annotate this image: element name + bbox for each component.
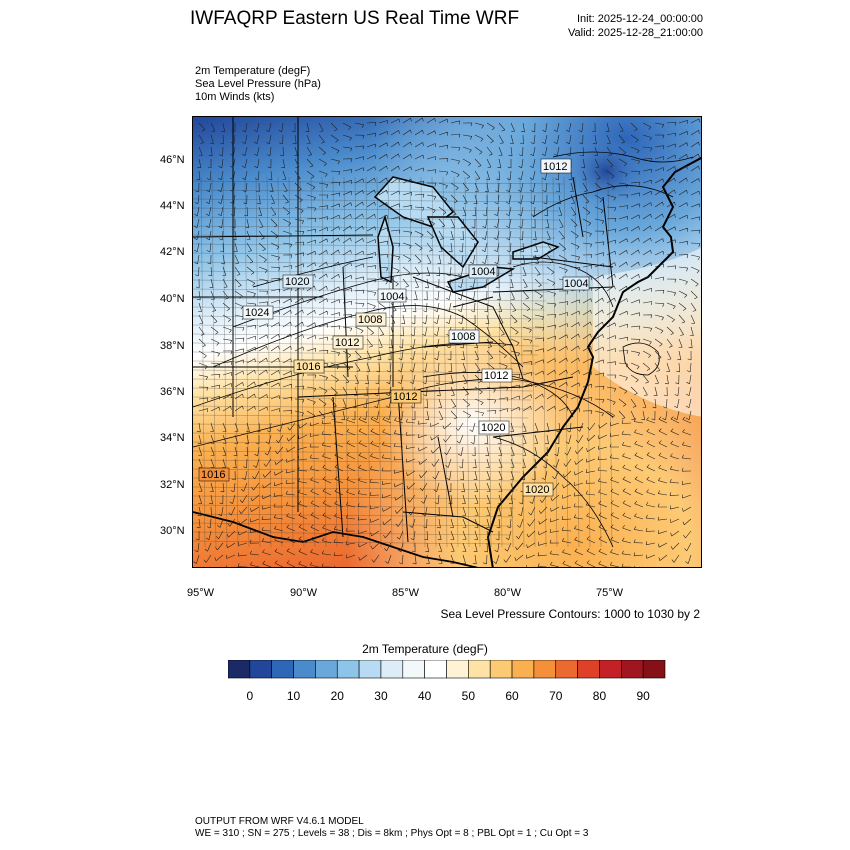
- colorbar-swatch: [555, 660, 578, 679]
- map-title: IWFAQRP Eastern US Real Time WRF: [190, 8, 520, 29]
- wind-barb-set: [193, 117, 701, 567]
- colorbar-swatch: [228, 660, 251, 679]
- sea-level-pressure-contours: [193, 151, 694, 548]
- field-label-temperature: 2m Temperature (degF): [195, 65, 311, 77]
- colorbar-tick-label: 10: [287, 689, 301, 703]
- lat-label-44: 44°N: [160, 200, 185, 212]
- colorbar-swatch: [446, 660, 469, 679]
- colorbar-tick-label: 90: [636, 689, 650, 703]
- pressure-label: 1012: [484, 370, 508, 382]
- lat-label-46: 46°N: [160, 154, 185, 166]
- map-panel: 1012 1004 1004 1020 1024 1004 1008 1012 …: [192, 116, 702, 568]
- colorbar-swatch: [424, 660, 447, 679]
- colorbar-swatch: [577, 660, 600, 679]
- lat-label-36: 36°N: [160, 386, 185, 398]
- colorbar-swatch: [336, 660, 360, 679]
- colorbar-tick-label: 60: [505, 689, 519, 703]
- east-coastline: [486, 156, 701, 567]
- pressure-label: 1020: [525, 484, 549, 496]
- pressure-label: 1020: [285, 276, 309, 288]
- lat-label-40: 40°N: [160, 293, 185, 305]
- lake-michigan: [377, 214, 394, 284]
- colorbar-swatch: [358, 660, 382, 679]
- lake-superior: [373, 176, 455, 228]
- lon-label-95: 95°W: [187, 587, 215, 599]
- lon-label-80: 80°W: [494, 587, 522, 599]
- lon-label-85: 85°W: [392, 587, 420, 599]
- colorbar-swatch: [315, 660, 338, 679]
- pressure-label: 1004: [471, 266, 495, 278]
- colorbar-title: 2m Temperature (degF): [362, 642, 488, 656]
- lat-label-42: 42°N: [160, 246, 185, 258]
- pressure-label: 1024: [245, 307, 269, 319]
- colorbar-swatch: [489, 660, 513, 679]
- lake-ontario: [512, 241, 560, 260]
- model-info: OUTPUT FROM WRF V4.6.1 MODEL: [195, 816, 364, 827]
- colorbar-swatch: [620, 660, 644, 679]
- wind-barbs: [193, 117, 701, 567]
- pressure-label: 1016: [201, 469, 225, 481]
- colorbar-swatch: [293, 660, 316, 679]
- colorbar-swatch: [533, 660, 557, 679]
- pressure-label: 1012: [335, 337, 359, 349]
- valid-time: Valid: 2025-12-28_21:00:00: [568, 27, 703, 39]
- temperature-colorbar: 0102030405060708090100: [228, 660, 666, 703]
- pressure-label-group: 1012 1004 1004 1020 1024 1004 1008 1012 …: [198, 158, 590, 497]
- weather-map: 1012 1004 1004 1020 1024 1004 1008 1012 …: [193, 117, 701, 567]
- pressure-label: 1004: [564, 278, 588, 290]
- lat-label-38: 38°N: [160, 340, 185, 352]
- model-options: WE = 310 ; SN = 275 ; Levels = 38 ; Dis …: [195, 828, 589, 839]
- lon-label-90: 90°W: [290, 587, 318, 599]
- colorbar-swatch: [402, 660, 425, 679]
- colorbar-tick-label: 70: [549, 689, 563, 703]
- field-label-winds: 10m Winds (kts): [195, 91, 275, 103]
- colorbar-swatch: [271, 660, 294, 679]
- colorbar-tick-label: 80: [593, 689, 607, 703]
- field-label-pressure: Sea Level Pressure (hPa): [195, 78, 321, 90]
- colorbar-tick-label: 50: [462, 689, 476, 703]
- colorbar-tick-label: 0: [247, 689, 254, 703]
- colorbar-swatch: [468, 660, 491, 679]
- colorbar-tick-label: 20: [331, 689, 345, 703]
- pressure-label: 1012: [543, 161, 567, 173]
- pressure-label: 1020: [481, 422, 505, 434]
- pressure-label: 1012: [393, 391, 417, 403]
- init-time: Init: 2025-12-24_00:00:00: [577, 13, 703, 25]
- colorbar-swatch: [380, 660, 404, 679]
- colorbar-tick-label: 30: [374, 689, 388, 703]
- pressure-label: 1008: [358, 314, 382, 326]
- colorbar-swatch: [249, 660, 273, 679]
- colorbar-swatch: [511, 660, 535, 679]
- colorbar-swatch: [642, 660, 666, 679]
- lat-label-34: 34°N: [160, 432, 185, 444]
- colorbar-swatch: [599, 660, 622, 679]
- pressure-label: 1004: [380, 291, 404, 303]
- lat-label-32: 32°N: [160, 479, 185, 491]
- pressure-label: 1008: [451, 331, 475, 343]
- lat-label-30: 30°N: [160, 525, 185, 537]
- contour-interval-note: Sea Level Pressure Contours: 1000 to 103…: [440, 607, 701, 621]
- lon-label-75: 75°W: [596, 587, 624, 599]
- colorbar-tick-label: 40: [418, 689, 432, 703]
- pressure-label: 1016: [296, 361, 320, 373]
